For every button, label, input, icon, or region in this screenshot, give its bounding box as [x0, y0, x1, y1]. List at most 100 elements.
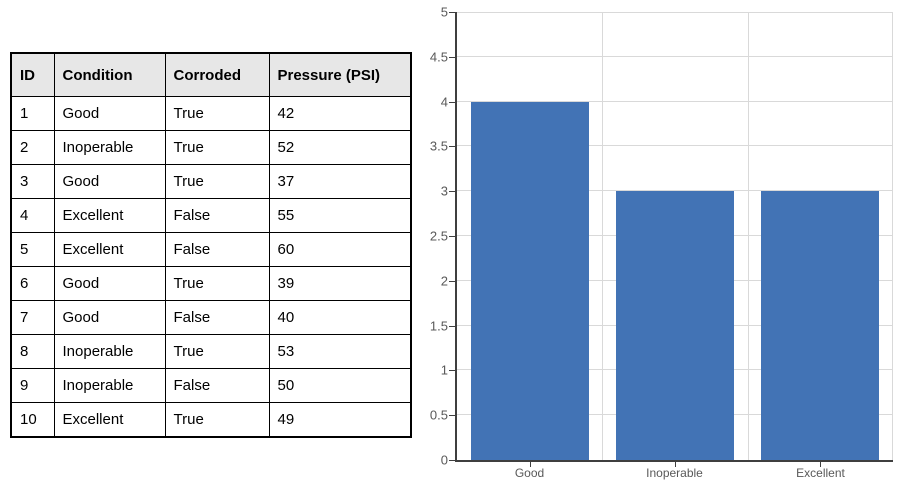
- y-axis-tick-label: 4.5: [429, 49, 448, 65]
- table-cell: 60: [268, 232, 412, 267]
- table-cell: Good: [53, 266, 166, 301]
- column-header: Pressure (PSI): [268, 52, 412, 97]
- table-cell: False: [164, 232, 270, 267]
- table-cell: Excellent: [53, 232, 166, 267]
- v-gridline: [748, 12, 749, 460]
- table-row: 5 Excellent False 60: [10, 232, 412, 267]
- column-header: Condition: [53, 52, 166, 97]
- bar-inoperable: [616, 191, 734, 460]
- table-row: 10 Excellent True 49: [10, 402, 412, 438]
- y-axis-tick: [449, 370, 455, 371]
- y-axis-tick: [449, 460, 455, 461]
- y-axis-tick: [449, 12, 455, 13]
- h-gridline: [457, 369, 893, 370]
- h-gridline: [457, 235, 893, 236]
- h-gridline: [457, 12, 893, 13]
- table-cell: True: [164, 96, 270, 131]
- y-axis-tick: [449, 146, 455, 147]
- table-cell: 9: [10, 368, 55, 403]
- v-gridline: [892, 12, 893, 460]
- table-cell: 40: [268, 300, 412, 335]
- y-axis-tick: [449, 102, 455, 103]
- h-gridline: [457, 190, 893, 191]
- y-axis-tick-label: 2: [440, 273, 448, 289]
- h-gridline: [457, 145, 893, 146]
- table-cell: Excellent: [53, 198, 166, 233]
- h-gridline: [457, 56, 893, 57]
- table-cell: 50: [268, 368, 412, 403]
- y-axis-tick: [449, 236, 455, 237]
- table-cell: 37: [268, 164, 412, 199]
- table-cell: 1: [10, 96, 55, 131]
- y-axis-tick-label: 0: [440, 452, 448, 468]
- column-header: Corroded: [164, 52, 270, 97]
- table-cell: Good: [53, 164, 166, 199]
- table-cell: True: [164, 402, 270, 438]
- x-axis-tick: [675, 462, 676, 467]
- table-header-row: ID Condition Corroded Pressure (PSI): [10, 52, 412, 97]
- bar-excellent: [761, 191, 879, 460]
- table-cell: 8: [10, 334, 55, 369]
- bar-good: [471, 102, 589, 460]
- y-axis-tick: [449, 326, 455, 327]
- table-cell: True: [164, 130, 270, 165]
- table-cell: 10: [10, 402, 55, 438]
- table-cell: True: [164, 334, 270, 369]
- table-cell: Inoperable: [53, 368, 166, 403]
- x-axis-line: [455, 460, 893, 462]
- table-cell: False: [164, 368, 270, 403]
- table-row: 9 Inoperable False 50: [10, 368, 412, 403]
- y-axis-tick-label: 4: [440, 94, 448, 110]
- table-cell: 4: [10, 198, 55, 233]
- table-cell: False: [164, 300, 270, 335]
- data-table: ID Condition Corroded Pressure (PSI) 1 Good T…: [10, 52, 412, 438]
- table-cell: 55: [268, 198, 412, 233]
- y-axis-line: [455, 12, 457, 462]
- table-cell: False: [164, 198, 270, 233]
- y-axis-tick-label: 1.5: [429, 318, 448, 334]
- y-axis-tick-label: 3.5: [429, 138, 448, 154]
- y-axis-tick-label: 5: [440, 4, 448, 20]
- table-cell: 5: [10, 232, 55, 267]
- table-cell: Excellent: [53, 402, 166, 438]
- table-cell: 3: [10, 164, 55, 199]
- v-gridline: [602, 12, 603, 460]
- table-cell: 6: [10, 266, 55, 301]
- table-row: 8 Inoperable True 53: [10, 334, 412, 369]
- y-axis-tick-label: 3: [440, 183, 448, 199]
- table-cell: 53: [268, 334, 412, 369]
- y-axis-tick: [449, 415, 455, 416]
- table-cell: Inoperable: [53, 334, 166, 369]
- y-axis-tick: [449, 57, 455, 58]
- h-gridline: [457, 280, 893, 281]
- table-cell: Good: [53, 96, 166, 131]
- x-axis-tick: [530, 462, 531, 467]
- table-cell: Inoperable: [53, 130, 166, 165]
- table-cell: 42: [268, 96, 412, 131]
- chart-plot-area: [457, 12, 893, 460]
- table-cell: Good: [53, 300, 166, 335]
- table-row: 6 Good True 39: [10, 266, 412, 301]
- h-gridline: [457, 101, 893, 102]
- table-cell: 39: [268, 266, 412, 301]
- x-axis-category-label: Inoperable: [646, 466, 703, 480]
- table-row: 3 Good True 37: [10, 164, 412, 199]
- table-cell: 49: [268, 402, 412, 438]
- y-axis-tick-label: 2.5: [429, 228, 448, 244]
- y-axis-tick-label: 1: [440, 362, 448, 378]
- y-axis-tick: [449, 191, 455, 192]
- table-cell: 2: [10, 130, 55, 165]
- table-row: 2 Inoperable True 52: [10, 130, 412, 165]
- table-cell: True: [164, 164, 270, 199]
- x-axis-tick: [820, 462, 821, 467]
- table-row: 4 Excellent False 55: [10, 198, 412, 233]
- h-gridline: [457, 325, 893, 326]
- y-axis-tick: [449, 281, 455, 282]
- column-header: ID: [10, 52, 55, 97]
- table-row: 1 Good True 42: [10, 96, 412, 131]
- table-cell: 52: [268, 130, 412, 165]
- x-axis-category-label: Excellent: [796, 466, 845, 480]
- table-row: 7 Good False 40: [10, 300, 412, 335]
- x-axis-category-label: Good: [514, 466, 545, 480]
